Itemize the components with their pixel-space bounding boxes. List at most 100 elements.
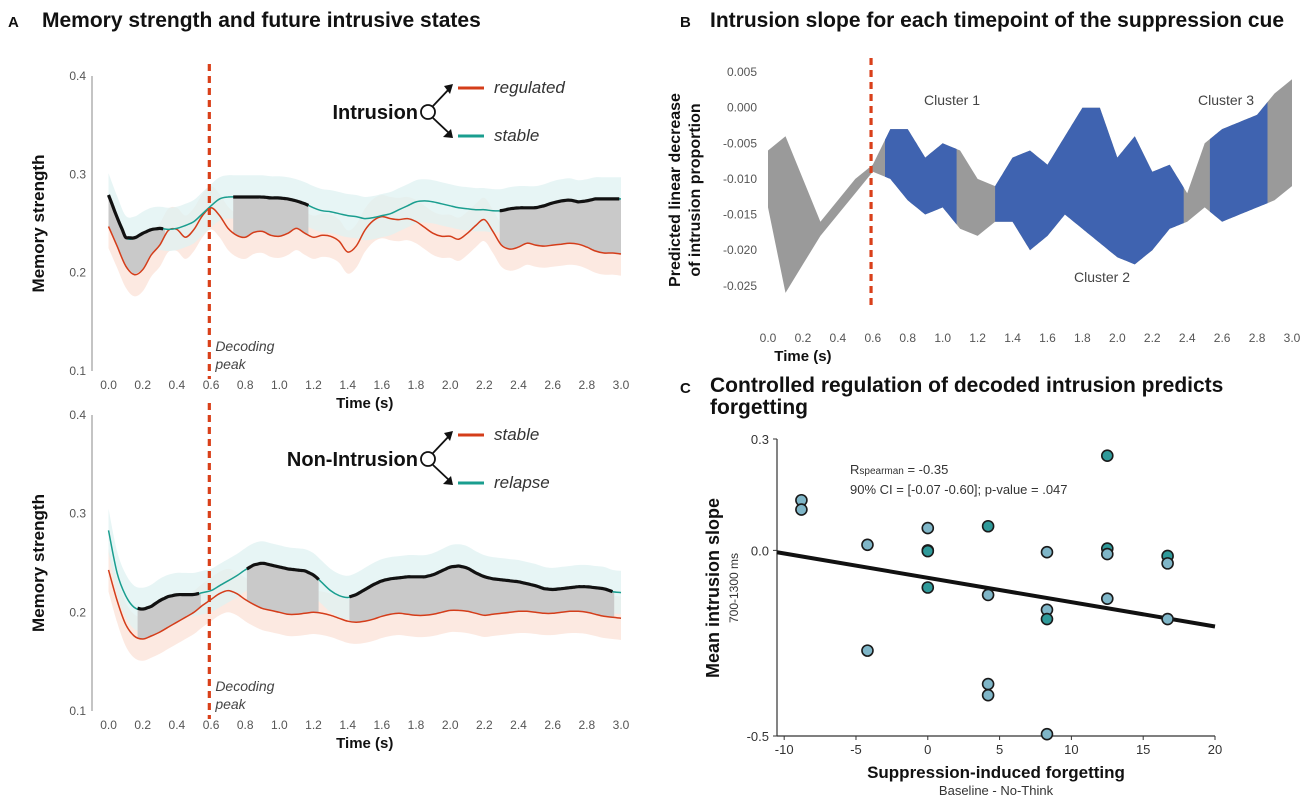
x-tick-label: 1.0 — [934, 331, 951, 345]
y-tick-label: 0.0 — [751, 543, 769, 558]
legend-arrowhead-up — [444, 84, 453, 94]
chart-b: Cluster 1 Cluster 2 Cluster 3 0.005 0.000 -0.… — [667, 58, 1301, 365]
significance-region — [499, 198, 621, 254]
x-tick-label: 3.0 — [613, 718, 630, 732]
y-tick-label: -0.015 — [723, 208, 757, 222]
x-tick-label: 2.6 — [1214, 331, 1231, 345]
x-tick-label: 0.0 — [100, 378, 117, 392]
x-tick-label: 2.2 — [476, 378, 493, 392]
scatter-point — [1100, 547, 1114, 561]
y-tick-label: -0.020 — [723, 243, 757, 257]
x-tick-label: 3.0 — [1284, 331, 1301, 345]
scatter-point — [981, 519, 995, 533]
y-tick-label: 0.005 — [727, 65, 757, 79]
x-tick-label: 2.0 — [442, 718, 459, 732]
x-tick-label: 2.0 — [1109, 331, 1126, 345]
chart-a_top: Decoding peak 0.1 0.2 0.3 0.4 0.0 0.2 0.4 0.6 0.8 1… — [29, 64, 630, 412]
panel-c-title-line1: Controlled regulation of decoded intrusi… — [710, 374, 1224, 397]
x-tick-label: 2.6 — [544, 718, 561, 732]
stat-annotation-r: Rspearman = -0.35 — [850, 462, 948, 477]
scatter-point — [1040, 545, 1054, 559]
x-tick-label: 1.6 — [1039, 331, 1056, 345]
scatter-point — [921, 581, 935, 594]
y-tick-label: 0.3 — [751, 432, 769, 447]
legend-node-circle — [420, 104, 436, 120]
panel-c-title-line2: forgetting — [710, 396, 808, 419]
cluster-region — [885, 129, 957, 225]
y-tick-label: 0.3 — [69, 507, 86, 521]
series-line-stable — [107, 569, 622, 640]
x-tick-label: 1.0 — [271, 378, 288, 392]
scatter-point — [981, 688, 995, 702]
scatter-point — [1100, 449, 1114, 463]
scatter-point — [921, 544, 935, 558]
x-tick-label: 0 — [924, 742, 931, 757]
panel-a-letter: A — [8, 14, 19, 31]
x-tick-label: 1.2 — [969, 331, 986, 345]
significance-region — [246, 563, 319, 615]
y-tick-label: -0.010 — [723, 172, 757, 186]
x-tick-label: 1.4 — [339, 718, 356, 732]
x-tick-label: 1.4 — [1004, 331, 1021, 345]
scatter-point — [1040, 612, 1054, 626]
x-tick-label: 2.4 — [510, 718, 527, 732]
x-tick-label: 0.6 — [864, 331, 881, 345]
scatter-point — [1040, 727, 1054, 741]
stat-annotation-ci: 90% CI = [-0.07 -0.60]; p-value = .047 — [850, 482, 1068, 497]
confidence-band-stable — [108, 173, 621, 261]
x-tick-label: 0.2 — [795, 331, 812, 345]
decoding-label: peak — [214, 696, 246, 712]
panel-a-title: Memory strength and future intrusive sta… — [42, 9, 481, 32]
scatter-point — [921, 521, 935, 535]
legend-arrowhead-up — [444, 431, 453, 441]
x-tick-label: 0.2 — [134, 718, 151, 732]
stat-r-symbol: R — [850, 462, 859, 477]
scatter-point — [981, 677, 995, 691]
stat-r-subscript: spearman — [859, 466, 903, 477]
x-tick-label: 0.4 — [169, 378, 186, 392]
x-tick-label: 0.8 — [899, 331, 916, 345]
x-tick-label: 2.8 — [578, 378, 595, 392]
x-tick-label: 1.2 — [305, 378, 322, 392]
x-tick-label: 2.4 — [1179, 331, 1196, 345]
scatter-point — [1161, 612, 1174, 626]
scatter-point — [1161, 557, 1174, 570]
x-tick-label: 1.8 — [408, 718, 425, 732]
cluster-label: Cluster 3 — [1198, 92, 1254, 108]
y-tick-label: 0.4 — [69, 408, 86, 422]
x-tick-label: 0.8 — [237, 378, 254, 392]
x-tick-label: 0.0 — [760, 331, 777, 345]
x-tick-label: 0.2 — [134, 378, 151, 392]
significant-segment-line — [137, 591, 200, 611]
y-axis-label: Mean intrusion slope — [703, 498, 723, 678]
legend-arrowhead-down — [443, 129, 453, 138]
legend-label-relapse: relapse — [494, 473, 550, 492]
significance-region — [349, 566, 615, 623]
y-axis-label: of intrusion proportion — [687, 103, 704, 276]
scatter-point — [861, 644, 874, 657]
x-axis-label: Time (s) — [774, 348, 831, 365]
x-tick-label: 0.8 — [237, 718, 254, 732]
y-tick-label: 0.1 — [69, 364, 86, 378]
y-axis-label: Memory strength — [29, 494, 48, 632]
decoding-label: Decoding — [215, 678, 274, 694]
significance-region — [233, 197, 309, 238]
significant-segment-line — [499, 197, 620, 213]
legend-arrow-up — [432, 87, 451, 107]
y-tick-label: 0.1 — [69, 704, 86, 718]
scatter-point — [981, 588, 995, 602]
x-tick-label: 2.8 — [578, 718, 595, 732]
legend-arrowhead-down — [443, 476, 453, 485]
legend-root-label: Intrusion — [332, 102, 418, 124]
x-tick-label: 1.6 — [374, 378, 391, 392]
y-axis-label: Predicted linear decrease — [667, 93, 684, 287]
x-tick-label: 1.8 — [1074, 331, 1091, 345]
x-tick-label: 15 — [1136, 742, 1150, 757]
y-tick-label: -0.025 — [723, 279, 757, 293]
significant-segment-line — [348, 564, 614, 599]
significance-region — [137, 593, 201, 639]
scatter-point — [1100, 592, 1114, 605]
significant-segment-line — [233, 195, 310, 207]
panel-b-title: Intrusion slope for each timepoint of th… — [710, 9, 1285, 32]
